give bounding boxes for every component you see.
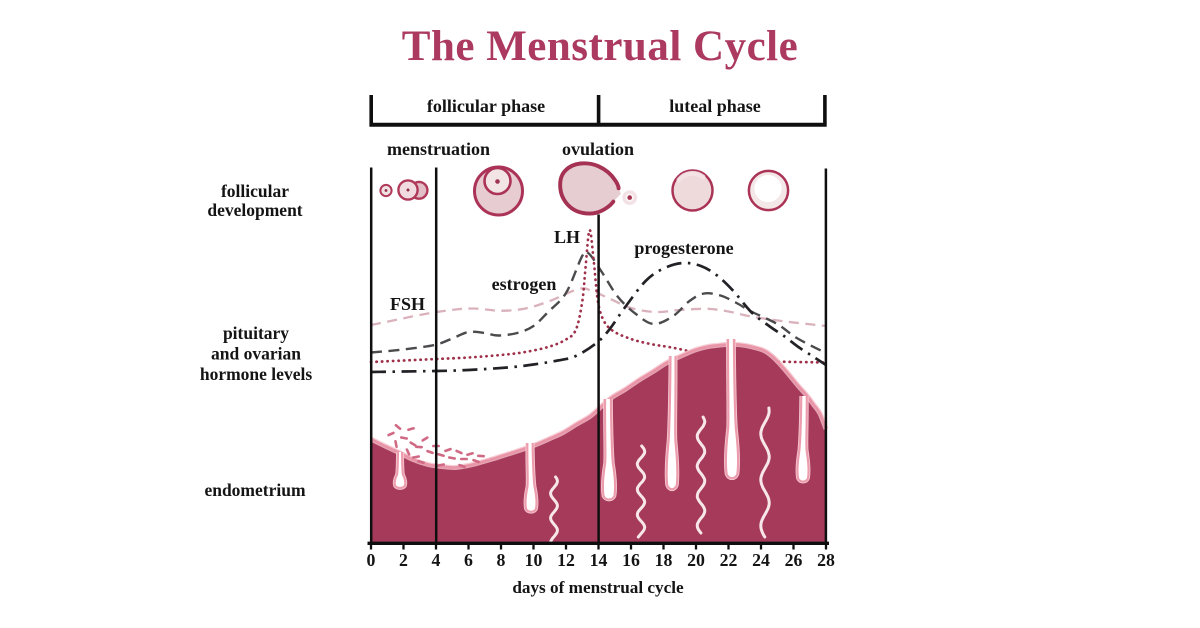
svg-text:estrogen: estrogen [492,274,557,294]
svg-text:hormone levels: hormone levels [200,364,312,384]
svg-text:6: 6 [464,550,473,570]
svg-text:days of menstrual cycle: days of menstrual cycle [512,578,684,597]
svg-text:endometrium: endometrium [204,480,306,500]
svg-text:menstruation: menstruation [387,139,490,159]
svg-text:8: 8 [497,550,506,570]
svg-text:12: 12 [557,550,575,570]
svg-text:ovulation: ovulation [562,139,634,159]
svg-text:0: 0 [367,550,376,570]
svg-text:development: development [207,200,302,220]
svg-text:The Menstrual Cycle: The Menstrual Cycle [402,23,798,70]
svg-text:20: 20 [687,550,705,570]
svg-text:4: 4 [432,550,441,570]
svg-text:10: 10 [525,550,543,570]
svg-text:22: 22 [720,550,738,570]
svg-text:2: 2 [399,550,408,570]
svg-text:18: 18 [655,550,673,570]
svg-text:follicular: follicular [221,181,289,201]
svg-text:16: 16 [622,550,640,570]
svg-text:luteal phase: luteal phase [669,96,761,116]
svg-text:follicular phase: follicular phase [427,96,545,116]
svg-text:26: 26 [785,550,803,570]
svg-text:pituitary: pituitary [223,323,289,343]
svg-text:FSH: FSH [390,294,425,314]
svg-text:28: 28 [817,550,835,570]
svg-text:24: 24 [752,550,770,570]
svg-text:and ovarian: and ovarian [211,344,301,364]
svg-text:14: 14 [590,550,608,570]
svg-text:progesterone: progesterone [634,238,733,258]
svg-text:LH: LH [554,227,580,247]
